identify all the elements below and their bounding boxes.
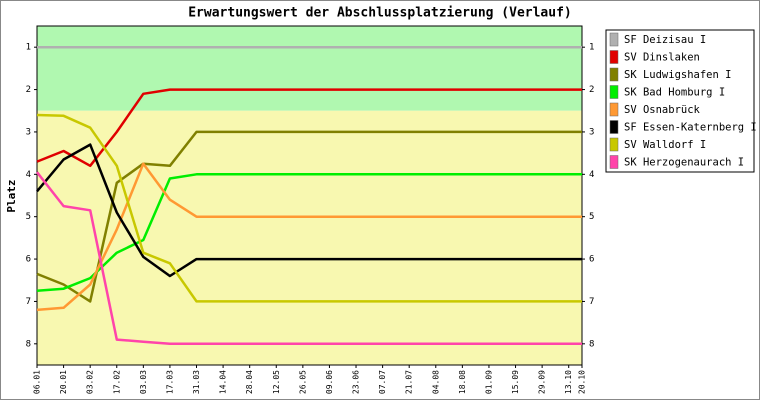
y-tick-label: 5	[26, 212, 31, 222]
x-tick-label: 29.09	[538, 370, 547, 394]
y-tick-label: 3	[589, 127, 594, 137]
plot-border	[36, 25, 583, 366]
y-tick-label: 4	[589, 170, 594, 180]
legend-swatch	[609, 102, 619, 117]
legend-label: SF Essen-Katernberg I	[624, 122, 757, 134]
x-tick-label: 31.03	[192, 370, 201, 394]
x-tick-label: 15.09	[511, 370, 520, 394]
x-tick-label: 20.01	[59, 370, 68, 394]
y-tick-label: 8	[26, 339, 31, 349]
legend-label: SK Bad Homburg I	[624, 87, 725, 99]
y-tick-label: 6	[589, 255, 594, 265]
x-tick-label: 12.05	[272, 370, 281, 394]
series-line	[36, 143, 582, 278]
x-tick-label: 23.06	[352, 370, 361, 394]
y-tick-label: 2	[26, 85, 31, 95]
x-tick-label: 17.02	[112, 370, 121, 394]
y-axis-label: Platz	[5, 179, 18, 212]
legend-label: SV Walldorf I	[624, 139, 706, 151]
x-tick-label: 13.10	[564, 370, 573, 394]
series-line	[36, 173, 582, 293]
legend-label: SK Herzogenaurach I	[624, 157, 744, 169]
x-tick-label: 17.03	[165, 370, 174, 394]
legend-label: SV Dinslaken	[624, 52, 700, 64]
series-line	[36, 130, 582, 303]
y-tick-label: 1	[26, 43, 31, 53]
y-tick-label: 1	[589, 43, 594, 53]
legend-swatch	[609, 137, 619, 152]
x-tick-label: 14.04	[219, 370, 228, 394]
y-tick-label: 7	[26, 297, 31, 307]
x-tick-label: 18.08	[458, 370, 467, 394]
y-tick-label: 2	[589, 85, 594, 95]
series-line	[36, 171, 582, 346]
x-tick-label: 03.02	[86, 370, 95, 394]
legend-swatch	[609, 120, 619, 134]
x-tick-label: 01.09	[484, 370, 493, 394]
y-tick-label: 7	[589, 297, 594, 307]
legend-swatch	[609, 155, 619, 169]
legend-box	[605, 29, 755, 173]
x-tick-label: 21.07	[405, 370, 414, 394]
legend-swatch	[609, 32, 619, 47]
y-tick-label: 6	[26, 255, 31, 265]
y-tick-label: 4	[26, 170, 31, 180]
x-tick-label: 26.05	[298, 370, 307, 394]
series-line	[36, 162, 582, 312]
x-tick-label: 09.06	[325, 370, 334, 394]
band	[37, 110, 582, 365]
x-tick-label: 04.08	[431, 370, 440, 394]
legend-swatch	[609, 50, 619, 64]
legend-label: SF Deizisau I	[624, 34, 706, 46]
x-tick-label: 20.10	[578, 370, 587, 394]
x-tick-label: 06.01	[33, 370, 42, 394]
series-line	[36, 88, 582, 168]
y-tick-label: 5	[589, 212, 594, 222]
x-tick-label: 28.04	[245, 370, 254, 394]
x-tick-label: 03.03	[139, 370, 148, 394]
legend-label: SK Ludwigshafen I	[624, 69, 731, 81]
y-tick-label: 3	[26, 127, 31, 137]
legend-swatch	[609, 67, 619, 82]
y-tick-label: 8	[589, 339, 594, 349]
series-line	[36, 113, 582, 303]
legend-label: SV Osnabrück	[624, 104, 701, 116]
legend-swatch	[609, 85, 619, 99]
x-tick-label: 07.07	[378, 370, 387, 394]
chart-title: Erwartungswert der Abschlussplatzierung …	[188, 6, 572, 21]
band	[37, 26, 582, 111]
